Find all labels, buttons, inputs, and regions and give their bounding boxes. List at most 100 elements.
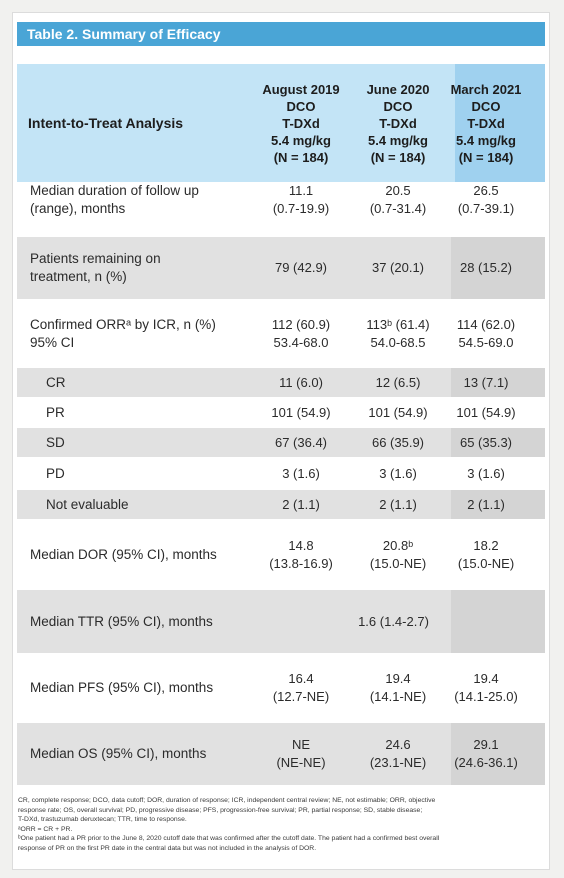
row-label-line: Median PFS (95% CI), months — [30, 680, 214, 695]
value-line: (0.7-39.1) — [457, 201, 515, 216]
header-column-line: 5.4 mg/kg — [271, 132, 331, 148]
merged-value: 1.6 (1.4-2.7) — [358, 613, 429, 629]
value-line: (0.7-31.4) — [369, 201, 427, 216]
value-cell-col-2: 24.6 (23.1-NE) — [348, 723, 448, 785]
value-line: (13.8-16.9) — [269, 556, 333, 571]
value-line: 101 (54.9) — [271, 404, 331, 420]
value-cell-col-1: 112 (60.9) 53.4-68.0 — [251, 306, 351, 362]
value-line: 13 (7.1) — [463, 374, 509, 390]
value-cell-col-1: 101 (54.9) — [251, 398, 351, 427]
value-line: 20.8ᵇ — [382, 538, 414, 553]
value-cell-col-1: 79 (42.9) — [251, 237, 351, 299]
header-row-label: Intent-to-Treat Analysis — [28, 115, 184, 131]
value-cell-col-3: 114 (62.0) 54.5-69.0 — [436, 306, 536, 362]
row-label: Median duration of follow up (range), mon… — [30, 170, 199, 230]
value-line: 19.4 — [385, 671, 411, 686]
value-line: (12.7-NE) — [272, 689, 330, 704]
value-line: 79 (42.9) — [274, 260, 328, 275]
row-label-line: Not evaluable — [46, 496, 129, 512]
value-cell-col-3: 3 (1.6) — [436, 459, 536, 488]
highlight-column-cell-background — [451, 237, 545, 299]
header-column-line: August 2019 — [262, 81, 340, 97]
highlight-column-cell-background — [451, 723, 545, 785]
table-title: Table 2. Summary of Efficacy — [17, 22, 545, 46]
header-column-line: T-DXd — [467, 115, 505, 131]
row-label-line: treatment, n (%) — [30, 269, 127, 284]
value-cell-col-2: 113ᵇ (61.4) 54.0-68.5 — [348, 306, 448, 362]
value-line: 67 (36.4) — [274, 434, 328, 450]
value-line: 53.4-68.0 — [273, 335, 329, 350]
row-label-line: Median DOR (95% CI), months — [30, 547, 217, 562]
value-cell-col-1: 3 (1.6) — [251, 459, 351, 488]
value-cell-col-3: 26.5 (0.7-39.1) — [436, 170, 536, 230]
value-line: 16.4 — [288, 671, 314, 686]
value-cell-col-3: 29.1 (24.6-36.1) — [436, 723, 536, 785]
value-line: 54.0-68.5 — [370, 335, 426, 350]
row-label-line: Patients remaining on — [30, 251, 161, 266]
value-line: 112 (60.9) — [271, 317, 331, 332]
footnote-line: ᵇOne patient had a PR prior to the June … — [18, 835, 440, 843]
header-column-line: (N = 184) — [370, 149, 426, 165]
table-footnotes: CR, complete response; DCO, data cutoff;… — [18, 796, 528, 854]
value-cell-col-2: 3 (1.6) — [348, 459, 448, 488]
row-label: PR — [46, 398, 65, 427]
value-line: 28 (15.2) — [459, 260, 513, 275]
row-label: Confirmed ORRᵃ by ICR, n (%) 95% CI — [30, 306, 216, 362]
value-line: 24.6 — [385, 737, 411, 752]
value-line: (24.6-36.1) — [454, 755, 518, 770]
value-line: 37 (20.1) — [371, 260, 425, 275]
value-line: (15.0-NE) — [369, 556, 427, 571]
value-cell-col-2: 12 (6.5) — [348, 368, 448, 397]
row-label-line: CR — [46, 374, 66, 390]
value-cell-col-3: 2 (1.1) — [436, 490, 536, 519]
row-label-line: PD — [46, 465, 65, 481]
value-line: 2 (1.1) — [379, 496, 417, 512]
value-cell-col-1: 2 (1.1) — [251, 490, 351, 519]
value-cell-col-1: 11 (6.0) — [251, 368, 351, 397]
row-label-line: Confirmed ORRᵃ by ICR, n (%) — [30, 317, 216, 332]
value-line: NE — [291, 737, 311, 752]
value-cell-col-2: 2 (1.1) — [348, 490, 448, 519]
value-cell-col-2: 19.4 (14.1-NE) — [348, 660, 448, 716]
header-column-line: (N = 184) — [458, 149, 514, 165]
header-highlight-column — [455, 64, 545, 182]
header-column-line: June 2020 — [366, 81, 430, 97]
header-column-line: DCO — [471, 98, 501, 114]
header-column-line: DCO — [286, 98, 316, 114]
header-column-line: (N = 184) — [273, 149, 329, 165]
row-label-line: Median OS (95% CI), months — [30, 746, 207, 761]
value-line: 113ᵇ (61.4) — [366, 317, 430, 332]
value-line: 14.8 — [288, 538, 314, 553]
value-line: 11 (6.0) — [279, 374, 323, 390]
row-label: Median DOR (95% CI), months — [30, 527, 217, 583]
value-cell-col-1: NE (NE-NE) — [251, 723, 351, 785]
row-label: PD — [46, 459, 65, 488]
value-cell-col-1: 16.4 (12.7-NE) — [251, 660, 351, 716]
value-cell-col-1: 11.1 (0.7-19.9) — [251, 170, 351, 230]
value-line: 20.5 — [385, 183, 411, 198]
value-line: 2 (1.1) — [467, 496, 505, 512]
value-line: (15.0-NE) — [457, 556, 515, 571]
highlight-column-cell-background — [451, 368, 545, 397]
row-label-line: SD — [46, 434, 65, 450]
value-line: 11.1 — [288, 183, 314, 198]
value-line: 114 (62.0) — [456, 317, 516, 332]
value-line: 12 (6.5) — [375, 374, 421, 390]
value-cell-col-1: 14.8 (13.8-16.9) — [251, 527, 351, 583]
value-line: 66 (35.9) — [371, 434, 425, 450]
row-label: CR — [46, 368, 66, 397]
header-column-line: 5.4 mg/kg — [456, 132, 516, 148]
header-column-line: DCO — [383, 98, 413, 114]
row-label-line: (range), months — [30, 201, 126, 216]
value-line: 65 (35.3) — [459, 434, 513, 450]
header-column-line: 5.4 mg/kg — [368, 132, 428, 148]
efficacy-table-card: Table 2. Summary of Efficacy Intent-to-T… — [12, 12, 550, 870]
value-line: (0.7-19.9) — [272, 201, 330, 216]
header-column-3: March 2021 DCO T-DXd 5.4 mg/kg (N = 184) — [436, 64, 536, 182]
value-cell-col-3: 101 (54.9) — [436, 398, 536, 427]
value-cell-col-3: 65 (35.3) — [436, 428, 536, 457]
row-label: Patients remaining on treatment, n (%) — [30, 237, 161, 299]
footnote-line: CR, complete response; DCO, data cutoff;… — [18, 797, 436, 804]
highlight-column-cell-background — [451, 490, 545, 519]
row-label: Median OS (95% CI), months — [30, 723, 206, 785]
